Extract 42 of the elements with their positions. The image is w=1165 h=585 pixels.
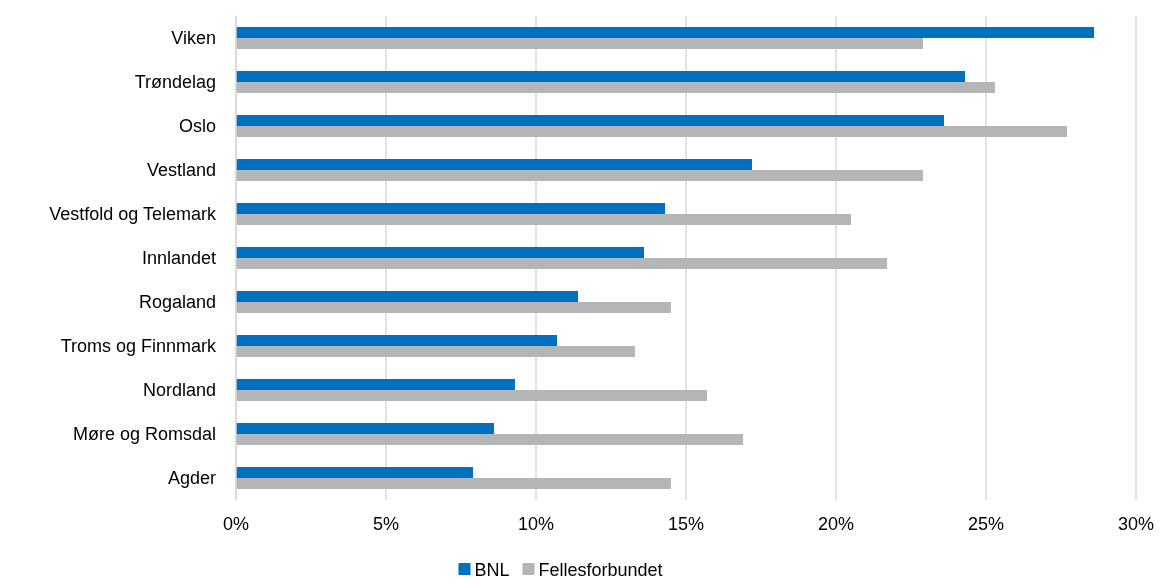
bar bbox=[236, 126, 1067, 137]
bar bbox=[236, 71, 965, 82]
x-tick-label: 20% bbox=[817, 514, 855, 534]
bar bbox=[236, 170, 923, 181]
bar bbox=[236, 291, 578, 302]
y-tick-label: Vestland bbox=[146, 160, 216, 180]
bar bbox=[236, 423, 494, 434]
bar bbox=[236, 467, 473, 478]
x-tick-label: 10% bbox=[517, 514, 555, 534]
x-tick-label: 25% bbox=[967, 514, 1005, 534]
y-tick-label: Nordland bbox=[142, 380, 216, 400]
bar bbox=[236, 247, 644, 258]
y-tick-label: Trøndelag bbox=[134, 72, 216, 92]
bar bbox=[236, 346, 635, 357]
y-tick-label: Rogaland bbox=[138, 292, 216, 312]
bar bbox=[236, 38, 923, 49]
y-tick-label: Møre og Romsdal bbox=[72, 424, 216, 444]
bar bbox=[236, 434, 743, 445]
x-tick-label: 0% bbox=[222, 514, 250, 534]
bar bbox=[236, 478, 671, 489]
bar bbox=[236, 27, 1094, 38]
legend-label: Fellesforbundet bbox=[538, 560, 663, 580]
bar bbox=[236, 82, 995, 93]
bar bbox=[236, 203, 665, 214]
y-tick-label: Innlandet bbox=[141, 248, 216, 268]
x-tick-label: 30% bbox=[1117, 514, 1155, 534]
y-tick-label: Agder bbox=[167, 468, 216, 488]
bar bbox=[236, 390, 707, 401]
y-tick-label: Troms og Finnmark bbox=[60, 336, 217, 356]
bar bbox=[236, 115, 944, 126]
y-tick-label: Vestfold og Telemark bbox=[49, 204, 217, 224]
x-tick-label: 5% bbox=[372, 514, 400, 534]
bar bbox=[236, 335, 557, 346]
bar bbox=[236, 302, 671, 313]
bar bbox=[236, 159, 752, 170]
bar bbox=[236, 379, 515, 390]
y-tick-label: Viken bbox=[171, 28, 216, 48]
legend-label: BNL bbox=[474, 560, 510, 580]
y-tick-label: Oslo bbox=[178, 116, 216, 136]
bar bbox=[236, 258, 887, 269]
x-tick-label: 15% bbox=[667, 514, 705, 534]
bar bbox=[236, 214, 851, 225]
